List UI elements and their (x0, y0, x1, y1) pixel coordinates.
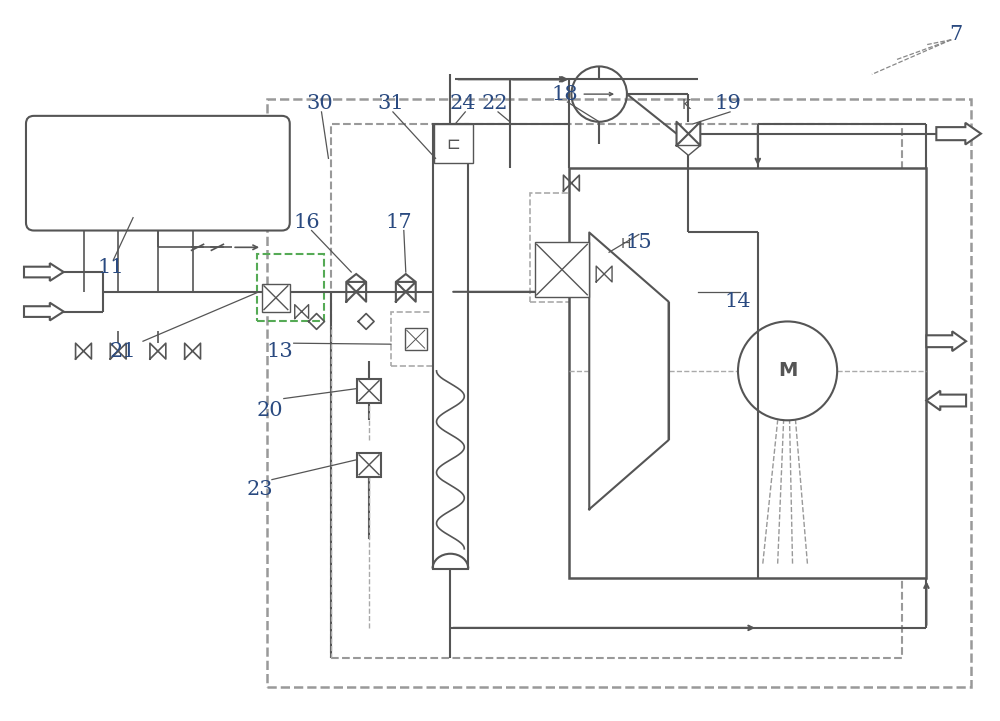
Text: 30: 30 (306, 94, 333, 113)
FancyBboxPatch shape (26, 116, 290, 231)
Bar (357, 453, 381, 477)
Text: 13: 13 (266, 342, 293, 360)
Bar (267, 99, 971, 687)
Text: 21: 21 (110, 342, 136, 360)
Polygon shape (24, 303, 64, 320)
Text: K: K (682, 98, 691, 112)
Bar (433, 124, 468, 569)
Polygon shape (24, 263, 64, 281)
Polygon shape (589, 232, 669, 509)
Polygon shape (677, 146, 700, 156)
Text: 15: 15 (626, 233, 652, 252)
Text: 23: 23 (247, 480, 273, 499)
Text: 16: 16 (293, 213, 320, 232)
Bar (434, 124, 473, 163)
Bar (535, 242, 589, 297)
Polygon shape (936, 123, 981, 144)
Bar (391, 311, 445, 366)
Text: 11: 11 (98, 257, 125, 277)
Text: H: H (621, 237, 631, 252)
Text: M: M (778, 361, 797, 381)
Polygon shape (396, 274, 416, 282)
Polygon shape (926, 391, 966, 410)
Text: 7: 7 (950, 25, 963, 44)
Bar (530, 193, 649, 301)
Bar (569, 168, 926, 578)
Text: 20: 20 (257, 401, 283, 420)
Polygon shape (926, 332, 966, 351)
Text: 19: 19 (715, 94, 741, 113)
Text: 18: 18 (551, 84, 578, 104)
Text: 24: 24 (449, 94, 476, 113)
Bar (405, 328, 427, 350)
Bar (331, 124, 902, 658)
Text: ⊏: ⊏ (446, 135, 460, 153)
Bar (579, 183, 912, 564)
Text: 14: 14 (725, 292, 751, 311)
Bar (257, 255, 324, 322)
Text: 31: 31 (378, 94, 404, 113)
Text: 22: 22 (482, 94, 508, 113)
Text: 17: 17 (386, 213, 412, 232)
Bar (357, 379, 381, 402)
Bar (262, 284, 290, 311)
Polygon shape (346, 274, 366, 282)
